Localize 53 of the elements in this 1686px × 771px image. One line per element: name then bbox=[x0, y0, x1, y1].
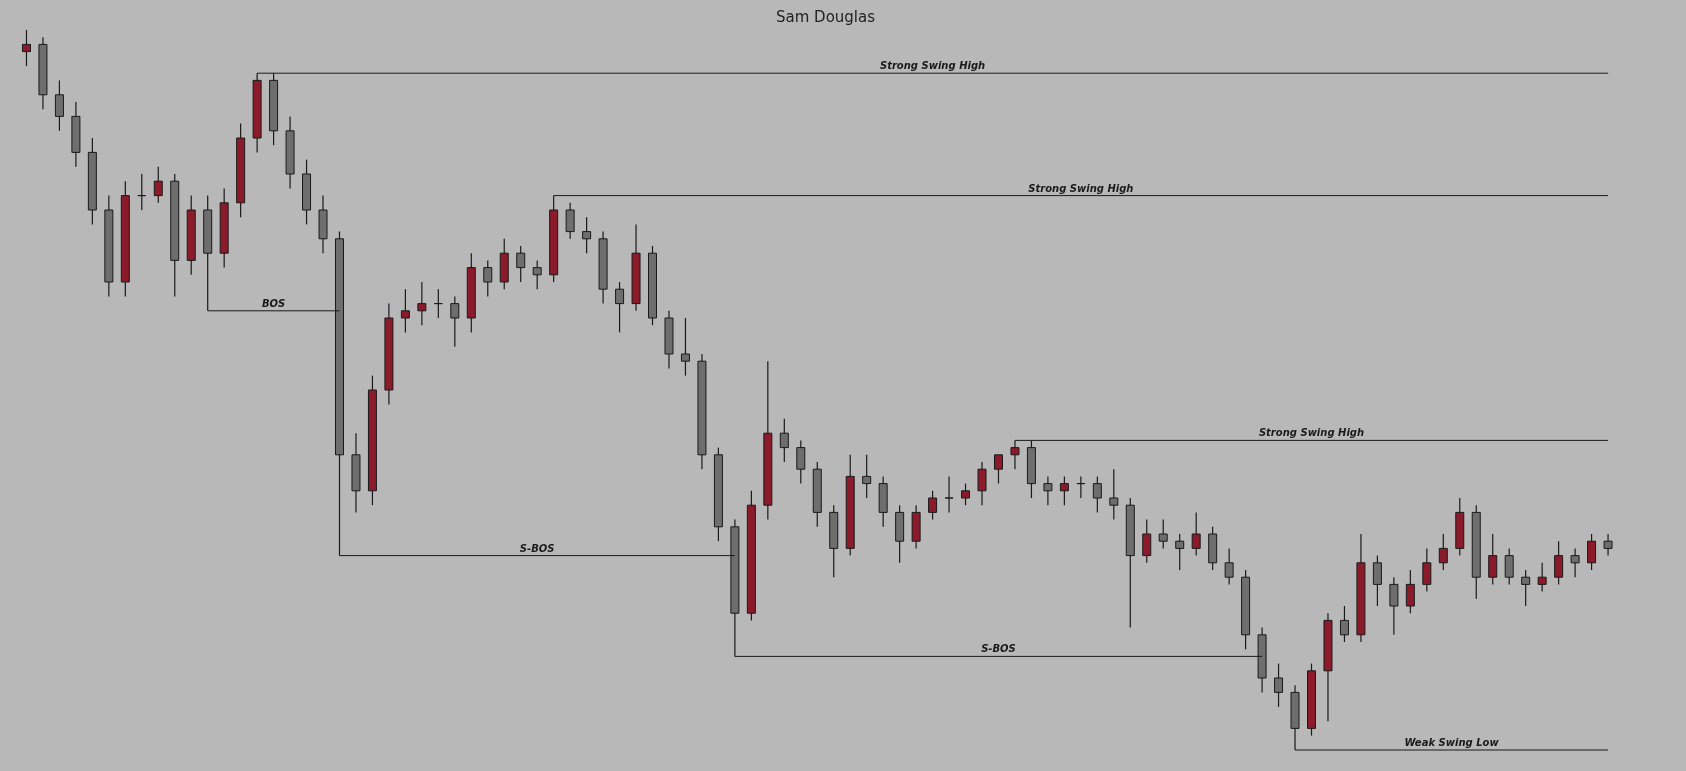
candlestick bbox=[1389, 576, 1399, 636]
candlestick bbox=[1422, 547, 1432, 593]
candlestick bbox=[450, 295, 460, 348]
candlestick bbox=[483, 259, 493, 297]
candlestick bbox=[862, 454, 872, 499]
candlestick bbox=[1504, 547, 1514, 585]
candlestick bbox=[1109, 468, 1119, 521]
candlestick bbox=[516, 245, 526, 283]
candlestick bbox=[1438, 533, 1448, 571]
ref-line-label: S-BOS bbox=[519, 542, 555, 554]
candlestick bbox=[1224, 547, 1234, 585]
candlestick bbox=[1587, 533, 1597, 571]
candlestick bbox=[977, 461, 987, 506]
ref-line-label: Strong Swing High bbox=[1258, 427, 1365, 439]
candlestick bbox=[1142, 519, 1152, 564]
candlestick bbox=[1521, 569, 1531, 607]
candlestick bbox=[582, 216, 592, 254]
ref-line-label: Strong Swing High bbox=[1028, 182, 1134, 194]
ref-line-label: S-BOS bbox=[981, 643, 1016, 655]
candlestick bbox=[400, 288, 410, 333]
candlestick bbox=[532, 259, 542, 290]
candlestick bbox=[615, 281, 625, 333]
chart-title: Sam Douglas bbox=[775, 8, 876, 27]
candlestick bbox=[1554, 540, 1564, 585]
candlestick bbox=[1603, 533, 1613, 557]
candlestick bbox=[1092, 475, 1102, 513]
candlestick bbox=[961, 483, 971, 506]
candlestick bbox=[1339, 605, 1349, 643]
candlestick bbox=[1274, 663, 1284, 708]
candlestick bbox=[1405, 569, 1415, 614]
candlestick bbox=[944, 475, 954, 513]
candlestick bbox=[54, 79, 64, 132]
candlestick bbox=[417, 281, 427, 326]
candlestick bbox=[1175, 533, 1185, 571]
candlestick bbox=[1191, 511, 1201, 557]
candlestick bbox=[1488, 533, 1498, 585]
candlestick bbox=[565, 202, 575, 240]
ref-line-label: Strong Swing High bbox=[879, 60, 986, 72]
candlestick bbox=[1372, 555, 1382, 607]
candlestick bbox=[993, 454, 1003, 485]
candlestick bbox=[21, 29, 31, 67]
candlestick bbox=[1158, 519, 1168, 549]
candlestick bbox=[1537, 562, 1547, 593]
candlestick bbox=[680, 317, 690, 377]
candlestick bbox=[1570, 547, 1580, 578]
ref-line-label: BOS bbox=[261, 297, 286, 309]
candlestick bbox=[796, 439, 806, 485]
candlestick bbox=[779, 418, 789, 463]
candlestick bbox=[928, 490, 938, 521]
ref-line-label: Weak Swing Low bbox=[1404, 737, 1500, 748]
candlestick bbox=[153, 166, 163, 204]
candlestick bbox=[1043, 475, 1053, 506]
candlestick bbox=[1059, 475, 1069, 506]
